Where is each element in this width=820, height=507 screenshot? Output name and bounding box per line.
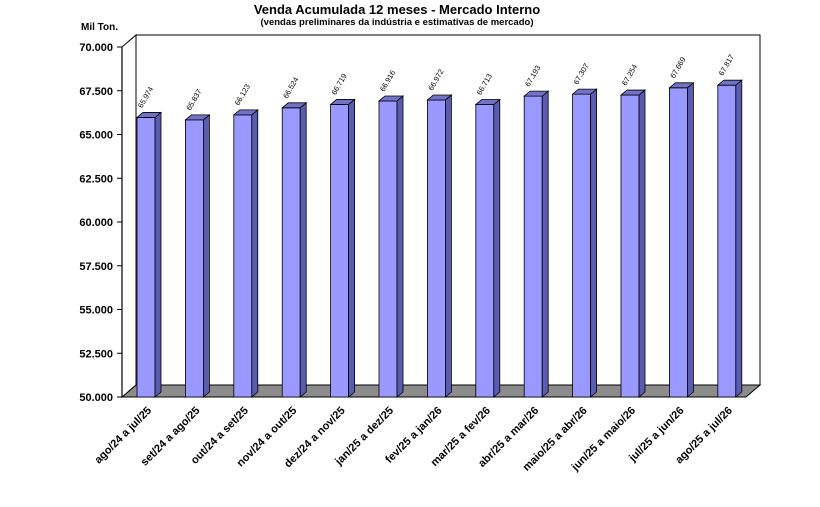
bar (572, 93, 591, 398)
bar (184, 119, 204, 398)
bar (281, 107, 301, 398)
bar (717, 84, 737, 398)
y-tick-label: 60.000 (79, 217, 113, 229)
y-tick-label: 52.500 (79, 348, 113, 360)
bar-top (426, 94, 453, 101)
bar-top (184, 114, 211, 121)
y-tick-label: 67.500 (79, 86, 113, 98)
bar-side (493, 98, 501, 398)
bar-top (377, 95, 405, 102)
bar (620, 94, 640, 398)
bar-side (348, 98, 356, 398)
bar-side (154, 111, 162, 398)
side-wall (121, 33, 137, 399)
bar (426, 99, 446, 398)
bar (475, 104, 495, 398)
bar (378, 100, 398, 398)
bar-top (474, 99, 501, 105)
y-tick-label: 57.500 (79, 261, 113, 273)
bar-top (135, 112, 163, 118)
bar-top (571, 88, 598, 95)
bar (136, 117, 156, 398)
chart-title: Venda Acumulada 12 meses - Mercado Inter… (254, 2, 540, 17)
bar-top (523, 90, 550, 97)
bar-top (716, 79, 743, 86)
y-unit-label: Mil Ton. (81, 22, 118, 33)
bar-side (590, 88, 597, 398)
bar (523, 95, 543, 398)
chart-subtitle: (vendas preliminares da indústria e esti… (261, 17, 534, 28)
y-tick-label: 50.000 (79, 392, 113, 404)
bar-top (619, 89, 647, 96)
bar-side (299, 101, 307, 398)
bar-side (687, 81, 694, 398)
bar-top (232, 109, 259, 116)
bar-top (668, 82, 695, 89)
bar-side (541, 90, 549, 398)
bar-side (735, 79, 743, 398)
bar-top (281, 102, 308, 109)
bar-side (202, 113, 210, 398)
y-tick-label: 65.000 (79, 130, 113, 142)
bar-side (638, 89, 646, 398)
bar-top (329, 99, 356, 105)
bar-side (396, 95, 404, 398)
bar (233, 114, 253, 398)
bar-side (251, 108, 259, 398)
y-tick-label: 55.000 (79, 305, 113, 317)
bar-side (444, 94, 452, 398)
plot-area: 50.000 52.500 55.000 57.500 60.000 62.500 65.0… (79, 33, 762, 474)
bar (669, 87, 688, 398)
y-tick-label: 62.500 (79, 173, 113, 185)
bar (330, 104, 350, 398)
y-tick-label: 70.000 (79, 42, 113, 54)
